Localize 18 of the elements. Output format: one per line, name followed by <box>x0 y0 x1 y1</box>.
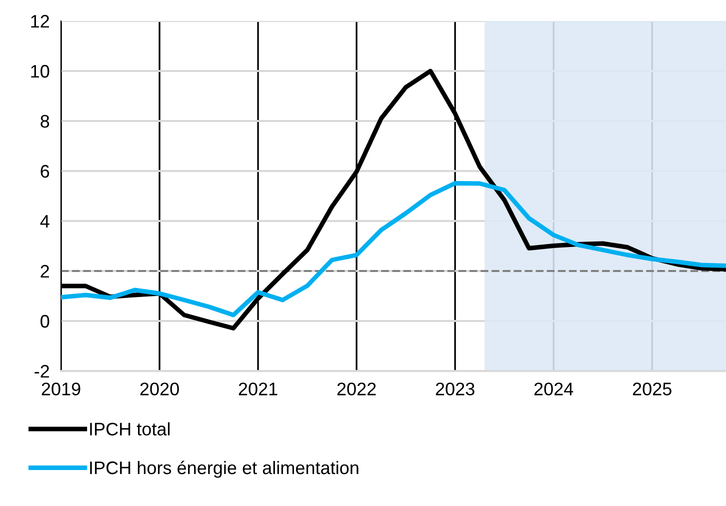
y-tick-label: 10 <box>31 64 50 78</box>
x-tick-label: 2020 <box>140 382 179 396</box>
y-tick-label: 4 <box>40 215 50 228</box>
y-tick-label: 8 <box>40 114 50 128</box>
x-tick-label: 2024 <box>534 382 574 396</box>
y-tick-label: 6 <box>40 164 50 178</box>
x-tick-label: 2023 <box>436 382 474 396</box>
legend-label: IPCH total <box>90 422 170 436</box>
line-series <box>61 181 726 318</box>
y-tick-label: 0 <box>40 314 50 328</box>
x-tick-label: 2021 <box>238 382 278 396</box>
x-tick-label: 2022 <box>337 382 376 396</box>
x-tick-label: 2025 <box>632 382 672 396</box>
legend-label: IPCH hors énergie et alimentation <box>90 460 358 478</box>
y-tick-label: 2 <box>40 264 49 278</box>
y-tick-label: -2 <box>34 364 49 378</box>
y-tick-label: 12 <box>31 14 49 28</box>
x-tick-label: 2019 <box>42 382 80 396</box>
